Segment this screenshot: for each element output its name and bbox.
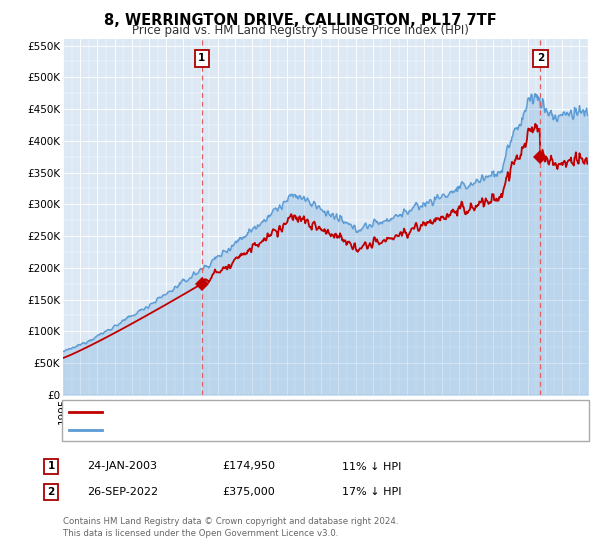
Text: HPI: Average price, detached house, Cornwall: HPI: Average price, detached house, Corn… — [108, 425, 358, 435]
Text: 8, WERRINGTON DRIVE, CALLINGTON, PL17 7TF: 8, WERRINGTON DRIVE, CALLINGTON, PL17 7T… — [104, 13, 496, 29]
Text: £174,950: £174,950 — [222, 461, 275, 472]
Text: 8, WERRINGTON DRIVE, CALLINGTON, PL17 7TF (detached house): 8, WERRINGTON DRIVE, CALLINGTON, PL17 7T… — [108, 407, 468, 417]
Text: Contains HM Land Registry data © Crown copyright and database right 2024.: Contains HM Land Registry data © Crown c… — [63, 517, 398, 526]
Text: 24-JAN-2003: 24-JAN-2003 — [87, 461, 157, 472]
Text: 11% ↓ HPI: 11% ↓ HPI — [342, 461, 401, 472]
Text: Price paid vs. HM Land Registry's House Price Index (HPI): Price paid vs. HM Land Registry's House … — [131, 24, 469, 37]
Text: 1: 1 — [47, 461, 55, 472]
Text: £375,000: £375,000 — [222, 487, 275, 497]
Text: 1: 1 — [198, 53, 206, 63]
Text: 2: 2 — [537, 53, 544, 63]
Text: This data is licensed under the Open Government Licence v3.0.: This data is licensed under the Open Gov… — [63, 529, 338, 538]
Text: 17% ↓ HPI: 17% ↓ HPI — [342, 487, 401, 497]
Text: 2: 2 — [47, 487, 55, 497]
Text: 26-SEP-2022: 26-SEP-2022 — [87, 487, 158, 497]
